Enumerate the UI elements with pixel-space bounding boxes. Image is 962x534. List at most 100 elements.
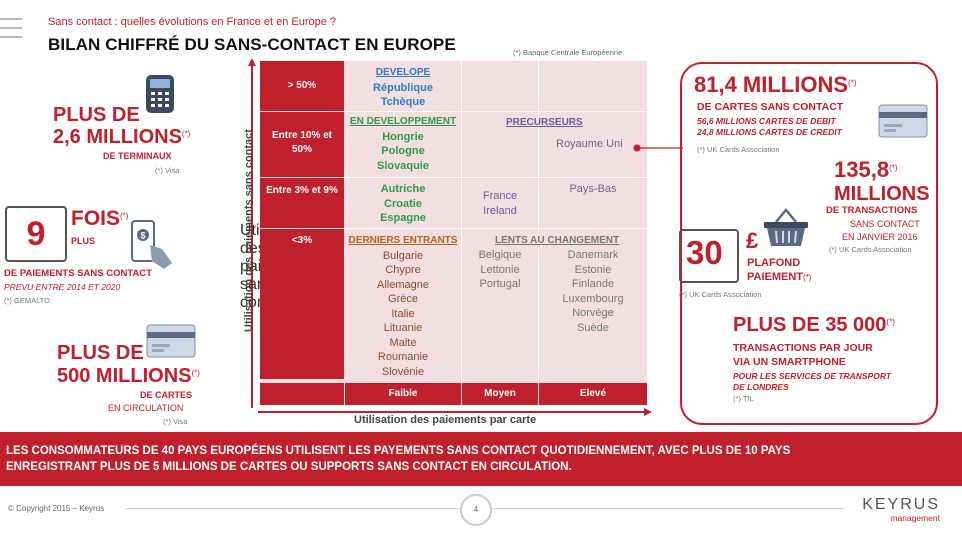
- developpe-item-1: République: [373, 81, 433, 94]
- cards-value: 500 MILLIONS(*): [57, 365, 200, 388]
- credit-card-icon-right: [878, 104, 928, 143]
- en-developpement-heading: EN DEVELOPPEMENT: [349, 116, 457, 127]
- developpe-heading: DEVELOPE: [375, 67, 431, 78]
- cell-lents-moyen: Belgique Lettonie Portugal: [462, 248, 538, 292]
- derniers-item-3: Allemagne: [377, 278, 429, 291]
- banner-line2: ENREGISTRANT PLUS DE 5 MILLIONS DE CARTE…: [6, 461, 572, 473]
- col-label-moyen-text: Moyen: [484, 388, 516, 399]
- payments-star: (*): [120, 211, 129, 221]
- uk-cards-credit: 24,8 MILLIONS CARTES DE CREDIT: [697, 127, 842, 137]
- uk-cards-value-text: 81,4 MILLIONS: [694, 72, 849, 97]
- plafond-source: (*) UK Cards Association: [679, 290, 762, 299]
- row3-moyen-item-1: France: [482, 190, 518, 202]
- row-label-1-text: > 50%: [287, 80, 317, 91]
- terminals-line1: PLUS DE: [53, 104, 140, 126]
- footer-divider-left: [126, 508, 460, 509]
- transactions-value: 135,8(*): [834, 157, 898, 183]
- lents-eleve-item-5: Norvège: [572, 307, 614, 319]
- menu-icon[interactable]: [0, 18, 22, 45]
- grid-line-h3: [344, 228, 647, 229]
- grid-line-v2: [538, 61, 539, 383]
- row3-faible-item-3: Espagne: [380, 212, 426, 224]
- col-label-eleve-text: Elevé: [579, 388, 607, 399]
- smartphone-value-text: PLUS DE 35 000: [733, 314, 887, 336]
- cards-line3: DE CARTES: [140, 390, 193, 400]
- payments-fois-text: FOIS: [71, 207, 121, 230]
- lents-moyen-item-1: Belgique: [478, 249, 522, 261]
- payments-number: 9: [5, 206, 67, 262]
- terminals-unit: DE TERMINAUX: [103, 151, 172, 161]
- y-axis-label-span: Utilisation des paiements sans contact: [243, 129, 255, 332]
- en-developpement-item-3: Slovaquie: [377, 159, 429, 172]
- row3-faible-item-2: Croatie: [384, 197, 422, 210]
- row-label-4: <3%: [260, 229, 344, 379]
- corner-cell: [260, 383, 344, 405]
- derniers-item-4: Grèce: [388, 293, 418, 305]
- plafond-currency: £: [746, 228, 759, 253]
- lents-heading: LENTS AU CHANGEMENT: [495, 235, 620, 246]
- plafond-line2: PAIEMENT(*): [747, 271, 811, 283]
- derniers-item-7: Malte: [389, 336, 417, 349]
- copyright: © Copyright 2015 – Keyrus: [8, 504, 105, 513]
- payments-plus: PLUS: [71, 236, 96, 246]
- col-label-faible: Faible: [345, 383, 461, 405]
- country-matrix: > 50% Entre 10% et 50% Entre 3% et 9% <3…: [260, 61, 683, 405]
- cell-lents-eleve: Danemark Estonie Finlande Luxembourg Nor…: [539, 248, 647, 335]
- uk-cards-star: (*): [848, 78, 857, 88]
- lents-eleve-item-4: Luxembourg: [562, 292, 624, 305]
- col-label-faible-text: Faible: [388, 388, 418, 399]
- terminals-value: 2,6 MILLIONS(*): [53, 126, 190, 149]
- smartphone-star: (*): [886, 317, 895, 327]
- shopping-basket-icon: [762, 208, 810, 253]
- uk-cards-source: (*) UK Cards Association: [697, 145, 780, 154]
- svg-text:$: $: [140, 231, 145, 241]
- cards-source: (*) Visa: [163, 417, 188, 426]
- terminals-value-text: 2,6 MILLIONS: [53, 126, 182, 148]
- developpe-item-2: Tchèque: [380, 96, 426, 108]
- page-title: BILAN CHIFFRÉ DU SANS-CONTACT EN EUROPE: [48, 35, 456, 54]
- smartphone-line1: TRANSACTIONS PAR JOUR: [733, 342, 873, 354]
- smartphone-source: (*) TfL: [733, 394, 754, 403]
- page-subtitle: Sans contact : quelles évolutions en Fra…: [48, 16, 337, 28]
- grid-line-v1: [461, 61, 462, 383]
- transactions-star: (*): [889, 163, 898, 173]
- cards-star: (*): [191, 368, 200, 378]
- row-label-1: > 50%: [260, 61, 344, 111]
- terminals-source: (*) Visa: [155, 166, 180, 175]
- cell-developpe: DEVELOPE République Tchèque: [345, 66, 461, 110]
- keyrus-logo-text: KEYRUS: [862, 496, 940, 513]
- footer-divider-right: [492, 508, 844, 509]
- conclusion-banner: LES CONSOMMATEURS DE 40 PAYS EUROPÉENS U…: [0, 432, 962, 486]
- derniers-heading: DERNIERS ENTRANTS: [348, 235, 458, 246]
- banner-line1: LES CONSOMMATEURS DE 40 PAYS EUROPÉENS U…: [6, 445, 791, 457]
- payments-source: (*) GEMALTO: [4, 296, 50, 305]
- y-axis-arrow: [247, 58, 257, 415]
- transactions-line4: EN JANVIER 2016: [842, 232, 918, 242]
- row-label-3-text: Entre 3% et 9%: [266, 185, 338, 196]
- uk-cards-value: 81,4 MILLIONS(*): [694, 72, 857, 98]
- col-label-moyen: Moyen: [462, 383, 538, 405]
- credit-card-icon: [146, 324, 196, 363]
- cards-line1: PLUS DE: [57, 342, 144, 364]
- payments-line2: PREVU ENTRE 2014 ET 2020: [4, 282, 121, 292]
- keyrus-logo-sub: management: [890, 513, 940, 523]
- x-axis-arrow: [258, 404, 652, 422]
- row-label-2-text: Entre 10% et 50%: [271, 130, 333, 155]
- cell-row3-faible: Autriche Croatie Espagne: [345, 182, 461, 226]
- uk-cards-debit: 56,6 MILLIONS CARTES DE DEBIT: [697, 116, 836, 126]
- keyrus-logo: KEYRUS management: [858, 496, 940, 524]
- row-label-3: Entre 3% et 9%: [260, 178, 344, 228]
- row3-faible-item-1: Autriche: [380, 183, 426, 195]
- plafond-box: [679, 229, 739, 283]
- row3-eleve-item-1: Pays-Bas: [569, 183, 617, 195]
- source-note: (*) Banque Centrale Européenne: [513, 48, 623, 57]
- smartphone-line2: VIA UN SMARTPHONE: [733, 356, 846, 368]
- en-developpement-item-2: Pologne: [381, 145, 425, 157]
- col-label-eleve: Elevé: [539, 383, 647, 405]
- transactions-line3: SANS CONTACT: [850, 219, 920, 229]
- derniers-item-9: Slovénie: [381, 365, 425, 378]
- derniers-item-1: Bulgarie: [382, 249, 424, 262]
- lents-moyen-item-3: Portugal: [479, 278, 521, 290]
- derniers-item-5: Italie: [391, 307, 415, 320]
- lents-eleve-item-3: Finlande: [571, 278, 615, 290]
